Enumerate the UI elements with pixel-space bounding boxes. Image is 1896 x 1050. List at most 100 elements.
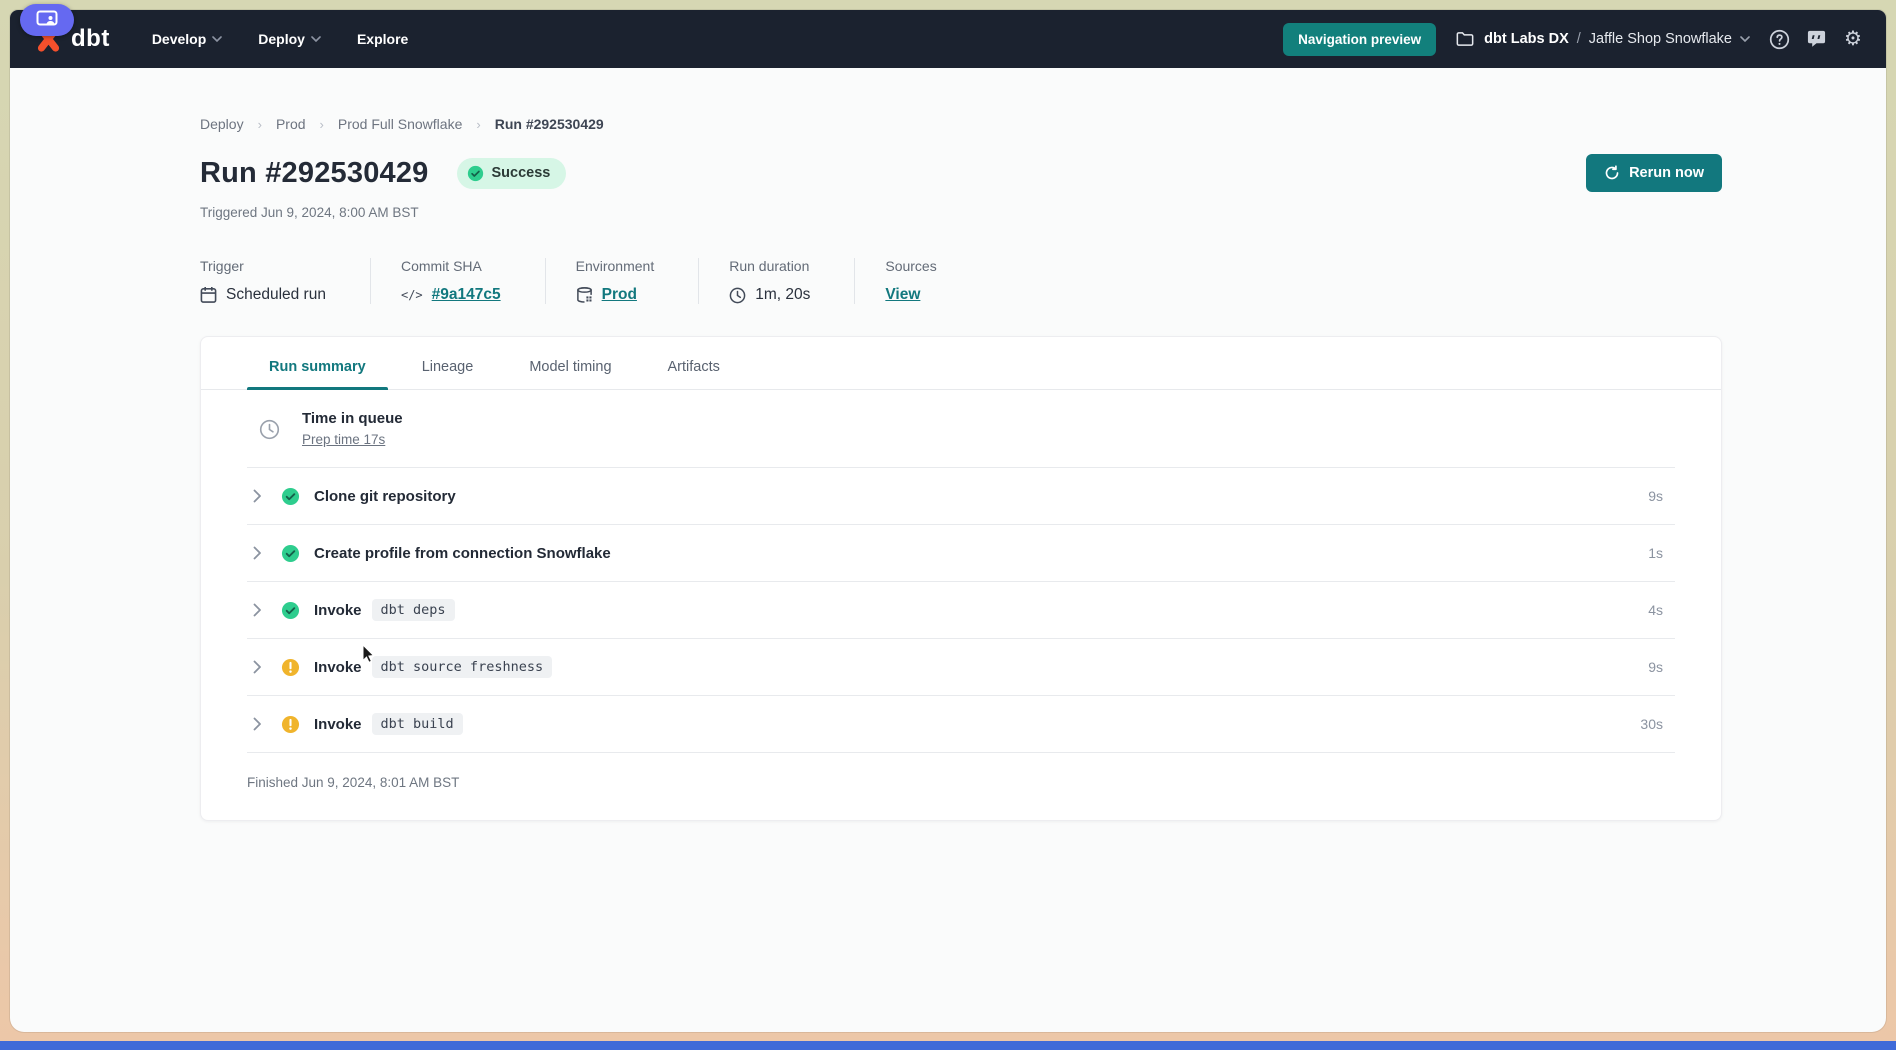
prep-time-link[interactable]: Prep time 17s — [302, 432, 386, 447]
help-icon[interactable] — [1768, 28, 1790, 50]
meta-sources-label: Sources — [885, 258, 937, 274]
step-duration: 9s — [1648, 488, 1663, 504]
environment-link[interactable]: Prod — [601, 286, 637, 303]
account-project-selector: dbt Labs DX / Jaffle Shop Snowflake — [1454, 28, 1750, 50]
step-invoke-dbt-source-freshness: Invoke dbt source freshness 9s — [247, 639, 1675, 696]
triggered-timestamp: Triggered Jun 9, 2024, 8:00 AM BST — [200, 205, 419, 220]
screen-share-indicator[interactable] — [20, 4, 74, 36]
step-duration: 9s — [1648, 659, 1663, 675]
meta-run-duration: Run duration 1m, 20s — [698, 258, 854, 304]
chevron-down-icon — [311, 36, 321, 42]
tab-run-summary[interactable]: Run summary — [247, 359, 388, 390]
breadcrumb-deploy[interactable]: Deploy — [200, 116, 244, 132]
chevron-down-icon[interactable] — [1740, 36, 1750, 42]
navbar-right: Navigation preview dbt Labs DX / Jaffle … — [1283, 22, 1864, 56]
project-name[interactable]: Jaffle Shop Snowflake — [1588, 31, 1732, 47]
settings-icon[interactable]: ⚙ — [1844, 28, 1862, 50]
step-create-profile: Create profile from connection Snowflake… — [247, 525, 1675, 582]
sources-view-link[interactable]: View — [885, 286, 921, 303]
dbt-logo-icon — [32, 23, 64, 55]
dbt-cloud-window: dbt Develop Deploy Explore Navigation pr… — [10, 10, 1886, 1032]
navbar-icon-group: ⚙ — [1768, 28, 1864, 50]
success-check-icon — [281, 544, 300, 563]
bottom-strip — [0, 1041, 1896, 1050]
step-label: Invoke — [314, 601, 362, 619]
success-check-icon — [281, 601, 300, 620]
navigation-preview-button[interactable]: Navigation preview — [1283, 22, 1437, 56]
calendar-icon — [200, 286, 217, 304]
chevron-down-icon — [212, 36, 223, 42]
meta-duration-label: Run duration — [729, 258, 810, 274]
environment-icon — [576, 286, 593, 304]
success-check-icon — [467, 165, 483, 181]
breadcrumb-job[interactable]: Prod Full Snowflake — [337, 116, 463, 132]
command-chip: dbt build — [371, 713, 463, 735]
run-tabs: Run summary Lineage Model timing Artifac… — [201, 337, 1721, 390]
commit-sha-link[interactable]: #9a147c5 — [431, 286, 501, 303]
command-chip: dbt deps — [371, 599, 455, 621]
meta-trigger-value: Scheduled run — [226, 286, 326, 303]
time-in-queue-title: Time in queue — [302, 410, 403, 427]
warning-icon — [281, 715, 300, 734]
command-chip: dbt source freshness — [371, 656, 553, 678]
nav-menu-develop[interactable]: Develop — [151, 31, 223, 47]
account-project-separator: / — [1576, 31, 1581, 47]
page-title: Run #292530429 — [200, 156, 429, 189]
meta-commit-label: Commit SHA — [400, 258, 482, 274]
step-label: Invoke — [314, 715, 362, 733]
dbt-logo[interactable]: dbt — [32, 23, 110, 55]
tab-model-timing[interactable]: Model timing — [529, 359, 612, 375]
expand-chevron-icon[interactable] — [253, 660, 269, 674]
meta-trigger-label: Trigger — [200, 258, 244, 274]
success-check-icon — [281, 487, 300, 506]
run-summary-card: Run summary Lineage Model timing Artifac… — [200, 336, 1722, 821]
step-duration: 30s — [1640, 716, 1663, 732]
breadcrumb-separator-icon: › — [476, 116, 481, 132]
meta-commit-sha: Commit SHA </> #9a147c5 — [369, 258, 545, 304]
meta-duration-value: 1m, 20s — [755, 286, 811, 303]
screen-share-icon — [36, 10, 58, 31]
clock-icon — [259, 419, 280, 440]
expand-chevron-icon[interactable] — [253, 489, 269, 503]
run-meta-row: Trigger Scheduled run Commit SHA — [200, 258, 1722, 304]
status-badge-label: Success — [491, 165, 551, 181]
breadcrumb-separator-icon: › — [257, 116, 262, 132]
status-badge: Success — [456, 157, 567, 189]
tab-artifacts[interactable]: Artifacts — [667, 359, 720, 375]
rerun-now-label: Rerun now — [1629, 165, 1704, 181]
meta-environment: Environment — [544, 258, 699, 304]
nav-menu-develop-label: Develop — [151, 31, 207, 47]
finished-timestamp: Finished Jun 9, 2024, 8:01 AM BST — [247, 775, 460, 790]
nav-menu-deploy[interactable]: Deploy — [258, 31, 321, 47]
meta-trigger: Trigger Scheduled run — [200, 258, 370, 304]
top-navbar: dbt Develop Deploy Explore Navigation pr… — [10, 10, 1886, 68]
breadcrumb-prod[interactable]: Prod — [275, 116, 306, 132]
breadcrumb: Deploy › Prod › Prod Full Snowflake › Ru… — [200, 116, 1722, 132]
step-duration: 4s — [1648, 602, 1663, 618]
account-name[interactable]: dbt Labs DX — [1484, 31, 1569, 47]
rerun-now-button[interactable]: Rerun now — [1586, 154, 1722, 192]
step-duration: 1s — [1648, 545, 1663, 561]
nav-menu-explore[interactable]: Explore — [357, 31, 408, 47]
step-label: Invoke — [314, 658, 362, 676]
nav-menu-deploy-label: Deploy — [258, 31, 305, 47]
tab-lineage[interactable]: Lineage — [421, 359, 474, 375]
step-label: Create profile from connection Snowflake — [314, 544, 611, 562]
folder-icon — [1454, 28, 1476, 50]
step-label: Clone git repository — [314, 487, 456, 505]
clock-icon — [729, 287, 746, 304]
expand-chevron-icon[interactable] — [253, 603, 269, 617]
step-invoke-dbt-build: Invoke dbt build 30s — [247, 696, 1675, 753]
nav-menu-explore-label: Explore — [356, 31, 409, 47]
warning-icon — [281, 658, 300, 677]
title-row: Run #292530429 Success Rerun now — [200, 154, 1722, 192]
meta-sources: Sources View — [854, 258, 980, 304]
step-clone-git-repository: Clone git repository 9s — [247, 468, 1675, 525]
expand-chevron-icon[interactable] — [253, 717, 269, 731]
feedback-icon[interactable] — [1805, 28, 1827, 50]
expand-chevron-icon[interactable] — [253, 546, 269, 560]
primary-nav: Develop Deploy Explore — [152, 31, 409, 47]
code-icon: </> — [400, 288, 423, 302]
breadcrumb-run: Run #292530429 — [494, 116, 604, 132]
dbt-logo-text: dbt — [71, 25, 110, 52]
